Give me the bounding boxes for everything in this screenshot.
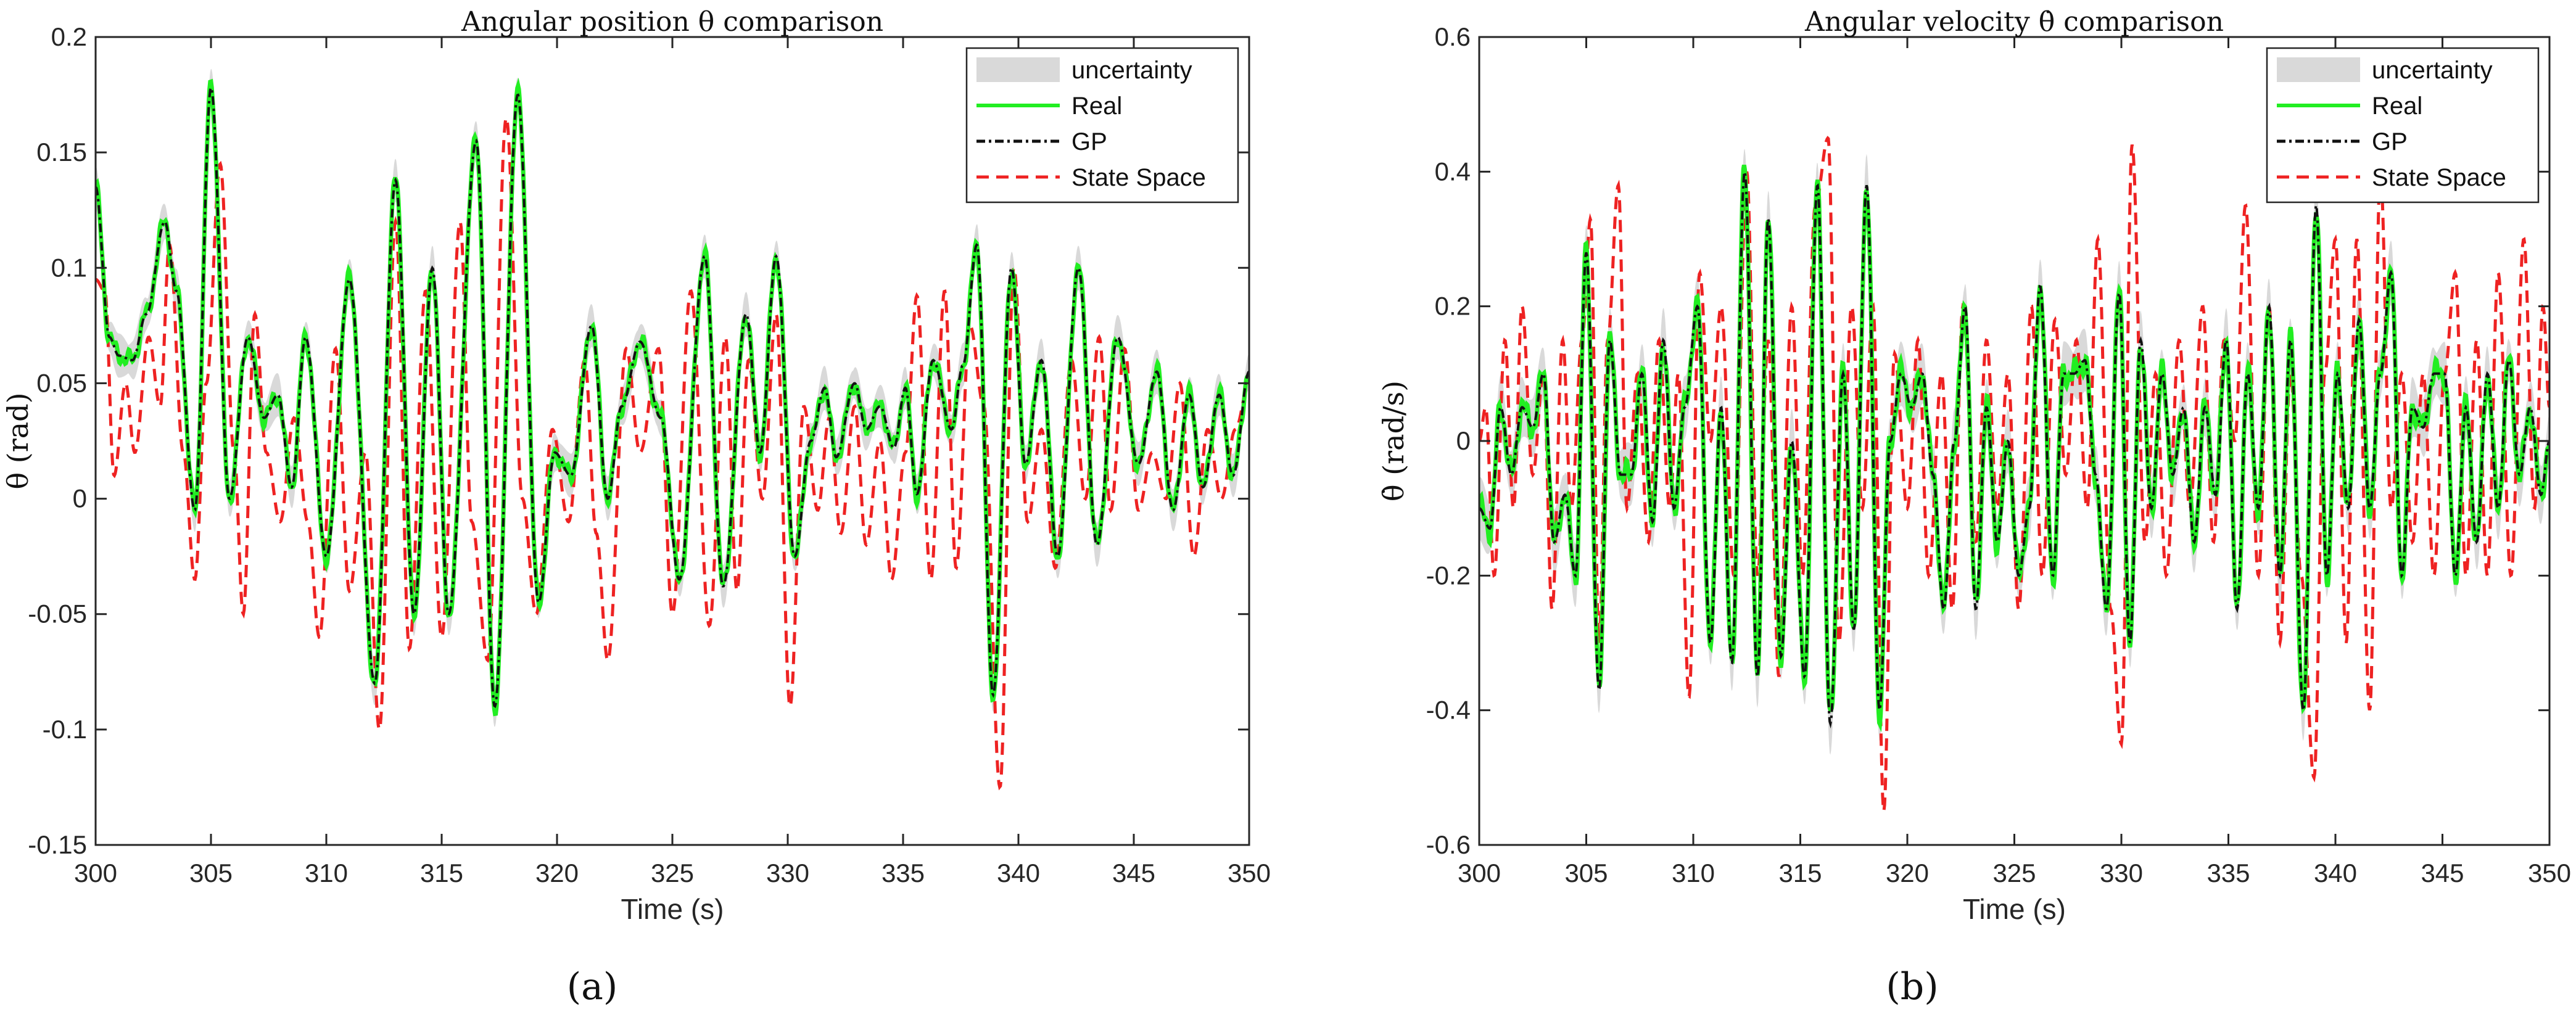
x-tick-label: 345: [1112, 858, 1155, 887]
x-tick-label: 300: [74, 858, 117, 887]
x-tick-label: 340: [2314, 858, 2357, 887]
legend-state-space-label: State Space: [1071, 164, 1206, 191]
panel-caption-b: (b): [1886, 965, 1939, 1008]
y-tick-label: -0.1: [43, 715, 87, 744]
y-tick-label: 0.4: [1435, 157, 1471, 186]
y-axis-label: θ̇ (rad/s): [1377, 381, 1410, 501]
x-tick-label: 340: [997, 858, 1040, 887]
chart-angular-velocity: 300 305 310 315 320 325 330 335 340 345 350 -0.6 -0.…: [1377, 6, 2571, 925]
x-axis-label: Time (s): [1963, 893, 2066, 925]
legend-real-label: Real: [2372, 93, 2422, 120]
y-tick-label: -0.6: [1426, 830, 1471, 859]
chart-angular-position: 300 305 310 315 320 325 330 335 340 345 350 -0.15 -0…: [1, 6, 1271, 925]
y-tick-label: -0.15: [28, 830, 87, 859]
y-tick-label: -0.2: [1426, 561, 1471, 590]
y-tick-label: 0: [73, 484, 87, 513]
y-axis-label: θ (rad): [1, 392, 35, 489]
x-tick-label: 335: [881, 858, 925, 887]
legend-real-label: Real: [1071, 93, 1122, 120]
x-tick-label: 350: [2528, 858, 2571, 887]
chart-title: Angular position θ comparison: [461, 6, 883, 38]
x-tick-label: 320: [535, 858, 579, 887]
chart-title: Angular velocity θ̇ comparison: [1804, 6, 2224, 38]
y-tick-label: 0.05: [36, 368, 87, 397]
x-tick-label: 305: [189, 858, 233, 887]
x-tick-label: 325: [651, 858, 694, 887]
x-tick-label: 315: [420, 858, 463, 887]
legend: uncertainty Real GP State Space: [2266, 47, 2540, 204]
y-tick-label: 0.15: [36, 138, 87, 167]
legend-uncertainty-swatch: [2277, 57, 2360, 82]
legend-gp-label: GP: [2372, 128, 2408, 155]
x-tick-label: 325: [1992, 858, 2036, 887]
y-tick-label: 0.2: [51, 22, 87, 51]
x-tick-label: 330: [766, 858, 809, 887]
legend-uncertainty-swatch: [976, 57, 1060, 82]
y-tick-label: -0.05: [28, 599, 87, 628]
x-tick-label: 300: [1458, 858, 1501, 887]
series-gp-line: [96, 84, 1249, 709]
x-tick-label: 335: [2207, 858, 2250, 887]
x-tick-label: 345: [2421, 858, 2464, 887]
x-tick-label: 310: [1672, 858, 1715, 887]
x-tick-label: 330: [2100, 858, 2143, 887]
y-tick-label: 0.6: [1435, 22, 1471, 51]
y-tick-label: 0: [1456, 426, 1471, 455]
series-gp-line: [1479, 171, 2549, 729]
panel-caption-a: (a): [566, 965, 618, 1008]
x-tick-label: 315: [1778, 858, 1822, 887]
plot-series: [1479, 136, 2549, 812]
y-tick-label: 0.1: [51, 253, 87, 282]
series-real-line: [96, 77, 1249, 717]
legend-uncertainty-label: uncertainty: [2372, 57, 2493, 84]
x-tick-label: 320: [1886, 858, 1929, 887]
legend-uncertainty-label: uncertainty: [1071, 57, 1192, 84]
y-tick-label: 0.2: [1435, 292, 1471, 321]
legend-gp-label: GP: [1071, 128, 1107, 155]
plot-series: [96, 68, 1249, 791]
legend: uncertainty Real GP State Space: [965, 47, 1239, 204]
legend-state-space-label: State Space: [2372, 164, 2506, 191]
x-tick-label: 350: [1228, 858, 1271, 887]
y-tick-label: -0.4: [1426, 696, 1471, 725]
x-axis-label: Time (s): [621, 893, 724, 925]
x-tick-label: 310: [305, 858, 348, 887]
x-tick-label: 305: [1564, 858, 1608, 887]
